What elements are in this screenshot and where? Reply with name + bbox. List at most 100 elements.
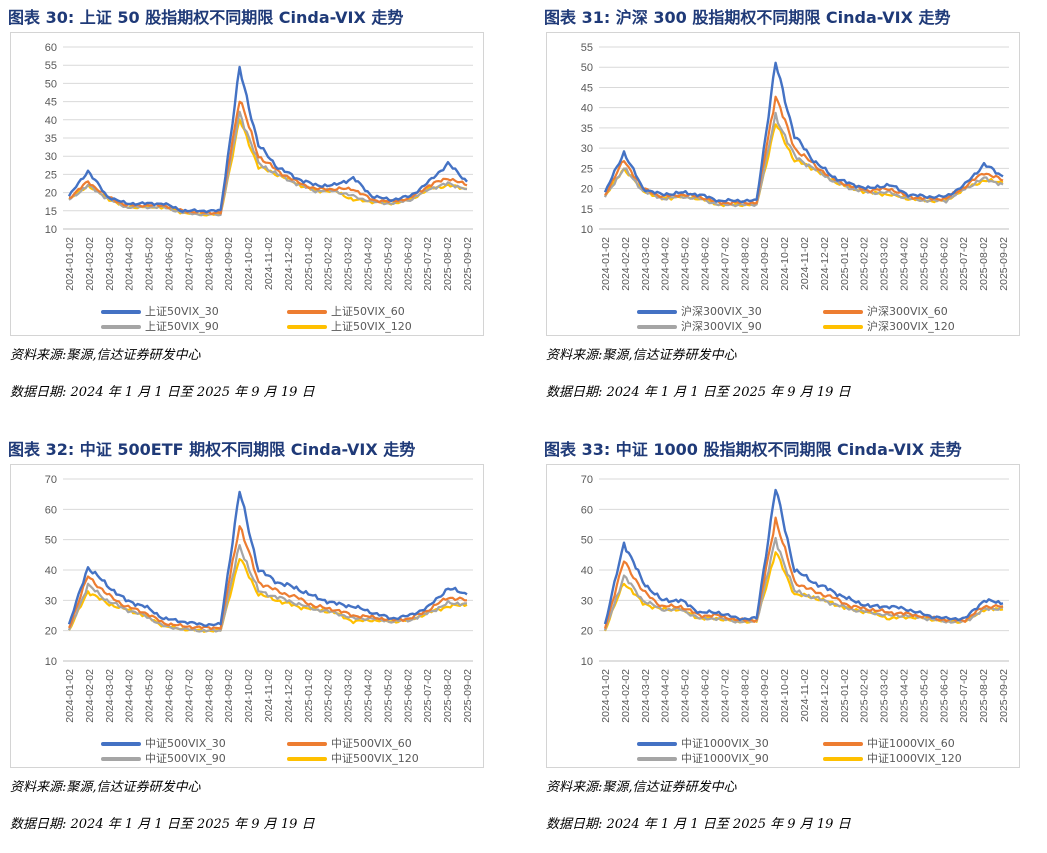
line-chart: 10 15 20 25 30 35 40 45 50 55 60 2024-01-02 2024-02-… [45, 42, 474, 291]
legend-label: 中证500VIX_30 [145, 737, 226, 750]
x-tick-label: 2024-11-02 [263, 669, 275, 722]
x-tick-label: 2024-12-02 [283, 237, 295, 291]
x-tick-label: 2025-07-02 [422, 669, 434, 723]
series-line-1 [603, 61, 1004, 204]
legend-swatch [101, 742, 141, 746]
y-tick-label: 50 [45, 535, 57, 547]
y-tick-label: 30 [581, 143, 593, 155]
x-tick-label: 2025-05-02 [918, 237, 930, 291]
x-tick-label: 2024-02-02 [620, 669, 632, 723]
y-tick-label: 55 [581, 42, 593, 54]
legend-label: 上证50VIX_90 [145, 320, 219, 333]
x-tick-label: 2024-03-02 [640, 237, 652, 291]
legend-item: 上证50VIX_120 [287, 318, 412, 333]
figure-title: 图表 33: 中证 1000 股指期权不同期限 Cinda-VIX 走势 [544, 440, 962, 459]
y-tick-label: 15 [581, 204, 593, 216]
legend-label: 中证500VIX_60 [331, 737, 412, 750]
x-tick-label: 2025-09-02 [462, 237, 474, 291]
x-tick-label: 2025-03-02 [343, 237, 355, 291]
y-tick-label: 35 [45, 133, 57, 145]
series-line-3 [603, 111, 1004, 208]
chart-area: 10 20 30 40 50 60 70 2024-01-02 2024-02-02 2024-0… [546, 464, 1020, 768]
x-tick-label: 2024-07-02 [719, 237, 731, 291]
x-tick-label: 2024-08-02 [203, 237, 215, 291]
y-tick-label: 40 [45, 115, 57, 127]
x-tick-label: 2024-09-02 [223, 669, 235, 723]
legend-swatch [287, 742, 327, 746]
legend-label: 中证1000VIX_90 [681, 752, 769, 765]
x-tick-label: 2025-04-02 [363, 669, 375, 723]
x-tick-label: 2025-02-02 [859, 237, 871, 291]
y-tick-label: 40 [581, 565, 593, 577]
x-tick-label: 2025-06-02 [402, 669, 414, 723]
x-tick-label: 2024-04-02 [124, 669, 136, 723]
x-tick-label: 2024-05-02 [680, 237, 692, 291]
series-line-2 [68, 525, 468, 631]
y-tick-label: 60 [581, 504, 593, 516]
legend-swatch [287, 310, 327, 314]
y-tick-label: 40 [45, 565, 57, 577]
y-tick-label: 10 [581, 656, 593, 668]
date-note: 数据日期: 2024 年 1 月 1 日至 2025 年 9 月 19 日 [10, 385, 315, 400]
x-tick-label: 2025-01-02 [303, 237, 315, 291]
figure-30: 图表 30: 上证 50 股指期权不同期限 Cinda-VIX 走势 10 15 2… [0, 0, 510, 421]
series-line-3 [603, 536, 1004, 631]
x-tick-label: 2024-04-02 [660, 669, 672, 723]
legend-item: 沪深300VIX_30 [637, 303, 762, 318]
y-tick-label: 15 [45, 206, 57, 218]
y-tick-label: 20 [45, 626, 57, 638]
x-tick-label: 2024-05-02 [680, 669, 692, 723]
chart-area: 10 15 20 25 30 35 40 45 50 55 60 2024-01-02 2024-02-… [10, 32, 484, 336]
source-note: 资料来源:聚源,信达证券研发中心 [10, 780, 201, 795]
x-tick-label: 2024-04-02 [660, 237, 672, 291]
y-tick-label: 20 [581, 626, 593, 638]
source-note: 资料来源:聚源,信达证券研发中心 [546, 348, 737, 363]
figure-33: 图表 33: 中证 1000 股指期权不同期限 Cinda-VIX 走势 10 2… [536, 432, 1046, 853]
y-tick-label: 20 [581, 184, 593, 196]
legend-item: 沪深300VIX_90 [637, 318, 762, 333]
x-tick-label: 2025-02-02 [859, 669, 871, 723]
x-tick-label: 2024-09-02 [223, 237, 235, 291]
legend-swatch [637, 757, 677, 761]
x-tick-label: 2025-06-02 [402, 237, 414, 291]
x-tick-label: 2025-04-02 [363, 237, 375, 291]
x-tick-label: 2024-12-02 [819, 237, 831, 291]
y-tick-label: 50 [581, 62, 593, 74]
legend-label: 沪深300VIX_120 [867, 320, 955, 333]
x-tick-label: 2025-09-02 [998, 237, 1010, 291]
legend-label: 上证50VIX_60 [331, 305, 405, 318]
legend-label: 上证50VIX_120 [331, 320, 412, 333]
legend-item: 沪深300VIX_60 [823, 303, 948, 318]
y-tick-label: 55 [45, 60, 57, 72]
series-line-1 [67, 65, 468, 214]
x-tick-label: 2024-08-02 [739, 237, 751, 291]
line-chart: 10 15 20 25 30 35 40 45 50 55 2024-01-02 2024-02-02… [581, 42, 1010, 291]
legend-label: 中证1000VIX_30 [681, 737, 769, 750]
legend-item: 上证50VIX_30 [101, 303, 219, 318]
x-tick-label: 2025-07-02 [958, 669, 970, 723]
legend-label: 中证500VIX_120 [331, 752, 419, 765]
legend-swatch [637, 310, 677, 314]
legend-swatch [637, 742, 677, 746]
legend-item: 中证500VIX_120 [287, 750, 419, 765]
y-tick-label: 70 [45, 474, 57, 486]
y-tick-label: 10 [581, 224, 593, 236]
x-tick-label: 2025-03-02 [879, 237, 891, 291]
x-tick-label: 2024-05-02 [144, 669, 156, 723]
x-tick-label: 2025-09-02 [462, 669, 474, 723]
x-tick-label: 2024-09-02 [759, 237, 771, 291]
y-tick-label: 60 [45, 504, 57, 516]
x-tick-label: 2025-01-02 [839, 237, 851, 291]
x-tick-label: 2024-11-02 [263, 237, 275, 290]
legend-swatch [101, 757, 141, 761]
x-tick-label: 2024-02-02 [84, 237, 96, 291]
date-note: 数据日期: 2024 年 1 月 1 日至 2025 年 9 月 19 日 [546, 817, 851, 832]
source-note: 资料来源:聚源,信达证券研发中心 [10, 348, 201, 363]
legend-swatch [101, 325, 141, 329]
series-line-3 [67, 544, 468, 633]
x-tick-label: 2024-02-02 [84, 669, 96, 723]
y-tick-label: 25 [581, 163, 593, 175]
x-tick-label: 2024-06-02 [164, 237, 176, 291]
source-note: 资料来源:聚源,信达证券研发中心 [546, 780, 737, 795]
y-tick-label: 40 [581, 103, 593, 115]
